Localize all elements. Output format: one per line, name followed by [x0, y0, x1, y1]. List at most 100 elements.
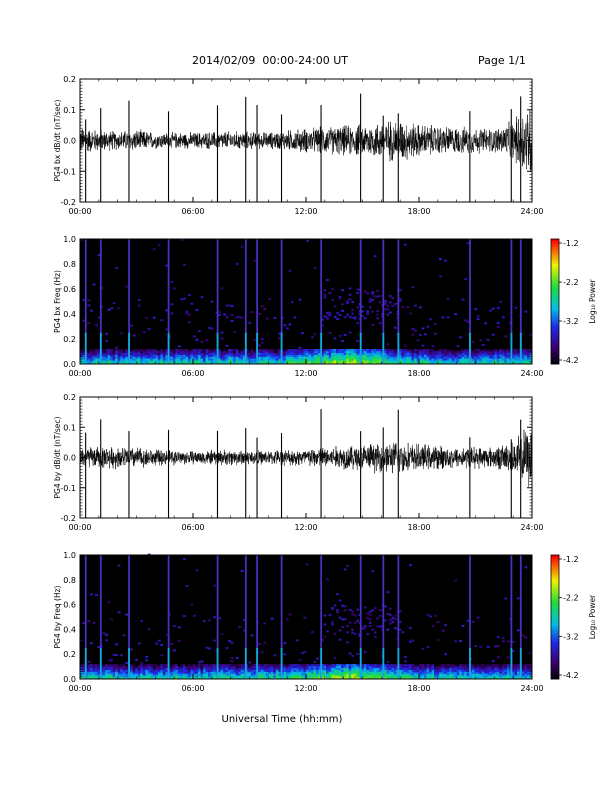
spectrogram-cell [514, 360, 518, 363]
spectrogram-cell [193, 614, 196, 617]
spectrogram-cell [429, 360, 432, 363]
spectrogram-cell [142, 665, 146, 669]
dbdt-trace [79, 110, 533, 172]
spectrogram-cell [398, 610, 402, 613]
spectrogram-cell [439, 675, 442, 678]
spectrogram-cell [454, 673, 457, 676]
spectrogram-cell [270, 671, 274, 674]
spectrogram-cell [250, 664, 254, 667]
spectrogram-cell [408, 564, 412, 567]
spectrogram-cell [368, 298, 372, 301]
spectrogram-cell [506, 656, 510, 659]
spectrogram-cell [408, 360, 412, 363]
spectrogram-cell [416, 671, 420, 674]
broadband-streak [359, 332, 362, 364]
spectrogram-cell [306, 349, 309, 352]
spectrogram-cell [145, 667, 149, 670]
spectrogram-cell [112, 301, 116, 304]
broadband-streak [280, 239, 283, 364]
spectrogram-cell [353, 667, 357, 670]
spectrogram-cell [263, 673, 267, 676]
spectrogram-cell [356, 671, 360, 674]
spectrogram-cell [243, 671, 247, 674]
spectrogram-cell [499, 669, 503, 672]
spectrogram-cell [132, 354, 136, 357]
spectrogram-cell [105, 332, 108, 335]
spectrogram-cell [454, 356, 457, 359]
spectrogram-cell [383, 350, 387, 354]
spectrogram-cell [273, 317, 277, 320]
spectrogram-cell [260, 671, 264, 674]
spectrogram-cell [233, 358, 236, 361]
spectrogram-cell [190, 675, 194, 678]
spectrogram-cell [489, 354, 493, 357]
spectrogram-cell [348, 667, 352, 670]
spectrogram-cell [368, 300, 372, 303]
colorbar-cell [551, 567, 559, 570]
spectrogram-cell [351, 312, 355, 315]
spectrogram-cell [112, 352, 116, 355]
spectrogram-cell [105, 362, 108, 365]
spectrogram-cell [361, 664, 365, 667]
spectrogram-cell [416, 352, 420, 355]
spectrogram-cell [353, 360, 357, 363]
spectrogram-cell [275, 675, 279, 678]
broadband-streak [510, 239, 513, 364]
spectrogram-cell [250, 356, 254, 359]
spectrogram-cell [298, 349, 302, 352]
spectrogram-cell [454, 352, 457, 355]
spectrogram-cell [142, 360, 146, 363]
spectrogram-cell [489, 677, 493, 680]
spectrogram-cell [180, 362, 184, 365]
spectrogram-cell [210, 327, 214, 330]
spectrogram-cell [253, 669, 257, 672]
spectrogram-cell [484, 349, 488, 352]
spectrogram-cell [298, 675, 302, 678]
spectrogram-cell [283, 653, 287, 656]
spectrogram-cell [326, 667, 329, 670]
spectrogram-cell [429, 664, 432, 667]
spectrogram-cell [336, 593, 339, 596]
spectrogram-cell [393, 358, 397, 361]
spectrogram-cell [145, 360, 149, 363]
spectrogram-cell [419, 675, 422, 678]
spectrogram-cell [403, 360, 407, 363]
spectrogram-cell [434, 675, 437, 678]
spectrogram-cell [504, 597, 508, 600]
spectrogram-cell [240, 570, 244, 573]
spectrogram-cell [459, 360, 462, 363]
spectrogram-cell [411, 360, 415, 363]
spectrogram-cell [481, 667, 485, 670]
spectrogram-cell [446, 360, 450, 363]
spectrogram-cell [140, 662, 144, 665]
spectrogram-cell [526, 358, 530, 361]
spectrogram-cell [429, 358, 432, 361]
colorbar-cell [551, 664, 559, 667]
spectrogram-cell [311, 349, 314, 352]
colorbar-cell [551, 631, 559, 634]
spectrogram-cell [185, 673, 189, 676]
spectrogram-cell [318, 356, 322, 359]
spectrogram-cell [175, 665, 179, 669]
spectrogram-cell [187, 671, 191, 674]
y-tick-label: 0.8 [63, 576, 76, 585]
spectrogram-cell [263, 350, 267, 354]
spectrogram-cell [248, 669, 252, 672]
spectrogram-cell [466, 356, 470, 359]
spectrogram-cell [270, 350, 274, 354]
spectrogram-cell [341, 675, 344, 678]
spectrogram-cell [268, 360, 272, 363]
spectrogram-cell [353, 614, 357, 617]
spectrogram-cell [424, 671, 427, 674]
colorbar-cell [551, 559, 559, 562]
spectrogram-cell [311, 360, 314, 363]
spectrogram-cell [494, 349, 498, 352]
spectrogram-cell [398, 354, 402, 357]
spectrogram-cell [348, 664, 352, 667]
spectrogram-cell [481, 673, 485, 676]
spectrogram-cell [235, 358, 239, 361]
spectrogram-cell [80, 665, 83, 669]
spectrogram-cell [351, 360, 355, 363]
spectrogram-cell [137, 354, 141, 357]
spectrogram-cell [208, 677, 211, 680]
